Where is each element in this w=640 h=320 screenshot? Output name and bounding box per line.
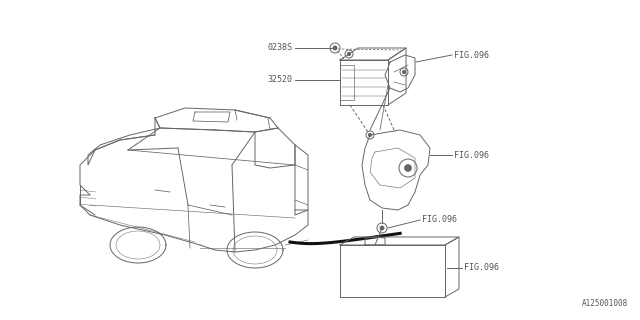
- Text: A125001008: A125001008: [582, 299, 628, 308]
- Text: 32520: 32520: [267, 76, 292, 84]
- Circle shape: [405, 165, 411, 171]
- Text: 0238S: 0238S: [267, 44, 292, 52]
- Text: FIG.096: FIG.096: [464, 263, 499, 273]
- Circle shape: [380, 226, 384, 230]
- Circle shape: [403, 71, 405, 73]
- Text: FIG.096: FIG.096: [422, 215, 457, 225]
- Circle shape: [333, 46, 337, 50]
- Text: FIG.096: FIG.096: [454, 51, 489, 60]
- Circle shape: [369, 134, 371, 136]
- Circle shape: [348, 52, 351, 55]
- Text: FIG.096: FIG.096: [454, 150, 489, 159]
